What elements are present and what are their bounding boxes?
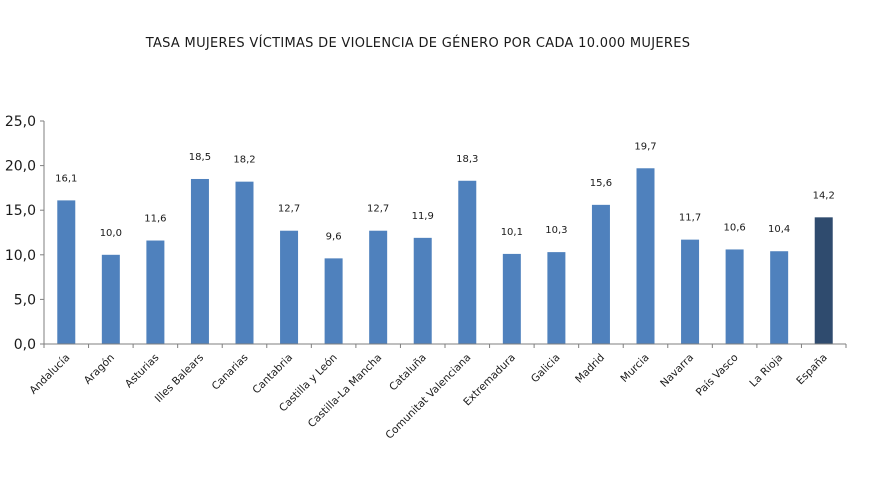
value-label: 11,7 bbox=[679, 213, 701, 224]
bar bbox=[413, 237, 432, 344]
bar bbox=[458, 180, 477, 344]
bar bbox=[636, 168, 655, 344]
category-label: Murcia bbox=[618, 352, 651, 385]
value-label: 9,6 bbox=[326, 231, 342, 242]
category-label: Cataluña bbox=[387, 352, 429, 394]
value-label: 18,2 bbox=[233, 155, 255, 166]
bar bbox=[324, 258, 343, 344]
category-label: La Rioja bbox=[747, 352, 785, 390]
category-label: España bbox=[794, 352, 830, 388]
y-tick-label: 20,0 bbox=[5, 159, 36, 175]
category-label: País Vasco bbox=[694, 352, 741, 399]
y-tick-label: 10,0 bbox=[5, 248, 36, 264]
category-label: Canarias bbox=[210, 352, 251, 393]
bar bbox=[57, 200, 76, 344]
value-label: 18,3 bbox=[456, 154, 478, 165]
value-label: 10,3 bbox=[545, 225, 567, 236]
category-label: Navarra bbox=[658, 352, 696, 390]
category-label: Cantabria bbox=[250, 352, 295, 397]
bar bbox=[502, 253, 521, 344]
y-tick-label: 5,0 bbox=[14, 292, 36, 308]
category-label: Galicia bbox=[529, 352, 563, 386]
category-label: Andalucía bbox=[27, 352, 72, 397]
category-label: Comunitat Valenciana bbox=[383, 352, 473, 442]
value-label: 10,6 bbox=[723, 222, 745, 233]
bar bbox=[146, 240, 165, 344]
bar bbox=[235, 181, 254, 344]
bar bbox=[725, 249, 744, 344]
bars bbox=[57, 168, 833, 344]
value-label: 16,1 bbox=[55, 173, 77, 184]
value-label: 14,2 bbox=[813, 190, 835, 201]
value-labels: 16,1 10,0 11,6 18,5 18,2 12,7 9,6 12,7 11,9 18,3 1… bbox=[55, 141, 835, 242]
bar bbox=[547, 252, 566, 344]
value-label: 10,1 bbox=[501, 227, 523, 238]
category-label: Castilla-La Mancha bbox=[306, 352, 384, 430]
y-tick-label: 15,0 bbox=[5, 203, 36, 219]
bar bbox=[591, 204, 610, 344]
bar bbox=[770, 251, 789, 344]
bar bbox=[280, 230, 299, 344]
value-label: 11,9 bbox=[412, 211, 434, 222]
value-label: 12,7 bbox=[367, 204, 389, 215]
value-label: 11,6 bbox=[144, 214, 166, 225]
value-label: 12,7 bbox=[278, 204, 300, 215]
y-axis: 0,0 5,0 10,0 15,0 20,0 25,0 bbox=[5, 114, 45, 353]
category-label: Asturias bbox=[123, 352, 162, 391]
bar bbox=[369, 230, 388, 344]
value-label: 18,5 bbox=[189, 152, 211, 163]
category-label: Aragón bbox=[82, 352, 117, 387]
value-label: 15,6 bbox=[590, 178, 612, 189]
bar bbox=[101, 254, 120, 344]
bar bbox=[190, 178, 209, 344]
y-tick-label: 0,0 bbox=[14, 337, 36, 353]
value-label: 10,0 bbox=[100, 228, 122, 239]
category-label: Madrid bbox=[573, 352, 607, 386]
y-tick-label: 25,0 bbox=[5, 114, 36, 130]
value-label: 10,4 bbox=[768, 224, 790, 235]
bar bbox=[814, 217, 833, 344]
value-label: 19,7 bbox=[634, 141, 656, 152]
bar bbox=[681, 239, 700, 344]
chart-title: TASA MUJERES VÍCTIMAS DE VIOLENCIA DE GÉ… bbox=[145, 36, 691, 51]
